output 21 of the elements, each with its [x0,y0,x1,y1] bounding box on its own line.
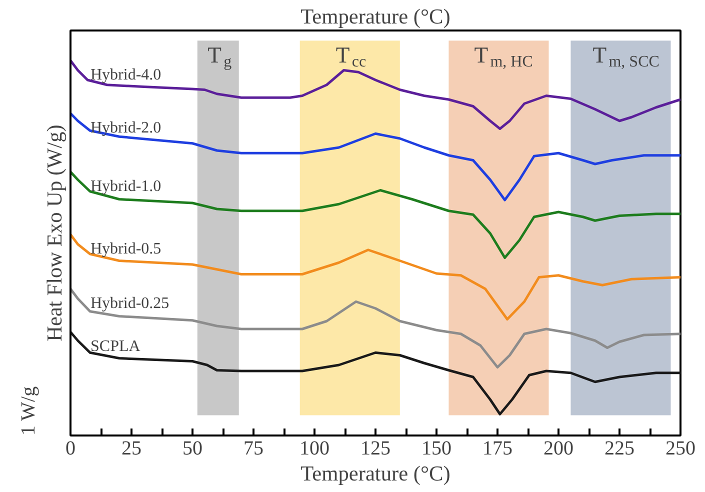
y-axis-title: Heat Flow Exo Up (W/g) [42,124,66,342]
x-tick-label: 50 [182,438,202,460]
x-tick-label: 25 [122,438,142,460]
x-tick-label: 175 [482,438,512,460]
text: 1 W/g [18,386,40,436]
x-tick-label: 75 [244,438,264,460]
x-tick-label: 0 [66,438,76,460]
x-tick-label: 200 [544,438,574,460]
x-tick-label: 125 [360,438,390,460]
series-label: Hybrid-0.5 [90,240,162,258]
x-tick-label: 250 [666,438,696,460]
x-tick-label: 150 [422,438,452,460]
series-label: Hybrid-1.0 [90,178,162,195]
x-axis-title: Temperature (°C) [300,462,450,486]
x2-axis-title: Temperature (°C) [300,4,450,28]
series-label: Hybrid-0.25 [90,294,170,312]
x-tick-label: 225 [604,438,634,460]
x-tick-label: 100 [300,438,330,460]
series-label: Hybrid-4.0 [90,66,162,84]
series-label: SCPLA [90,338,141,355]
series-label: Hybrid-2.0 [90,119,162,136]
